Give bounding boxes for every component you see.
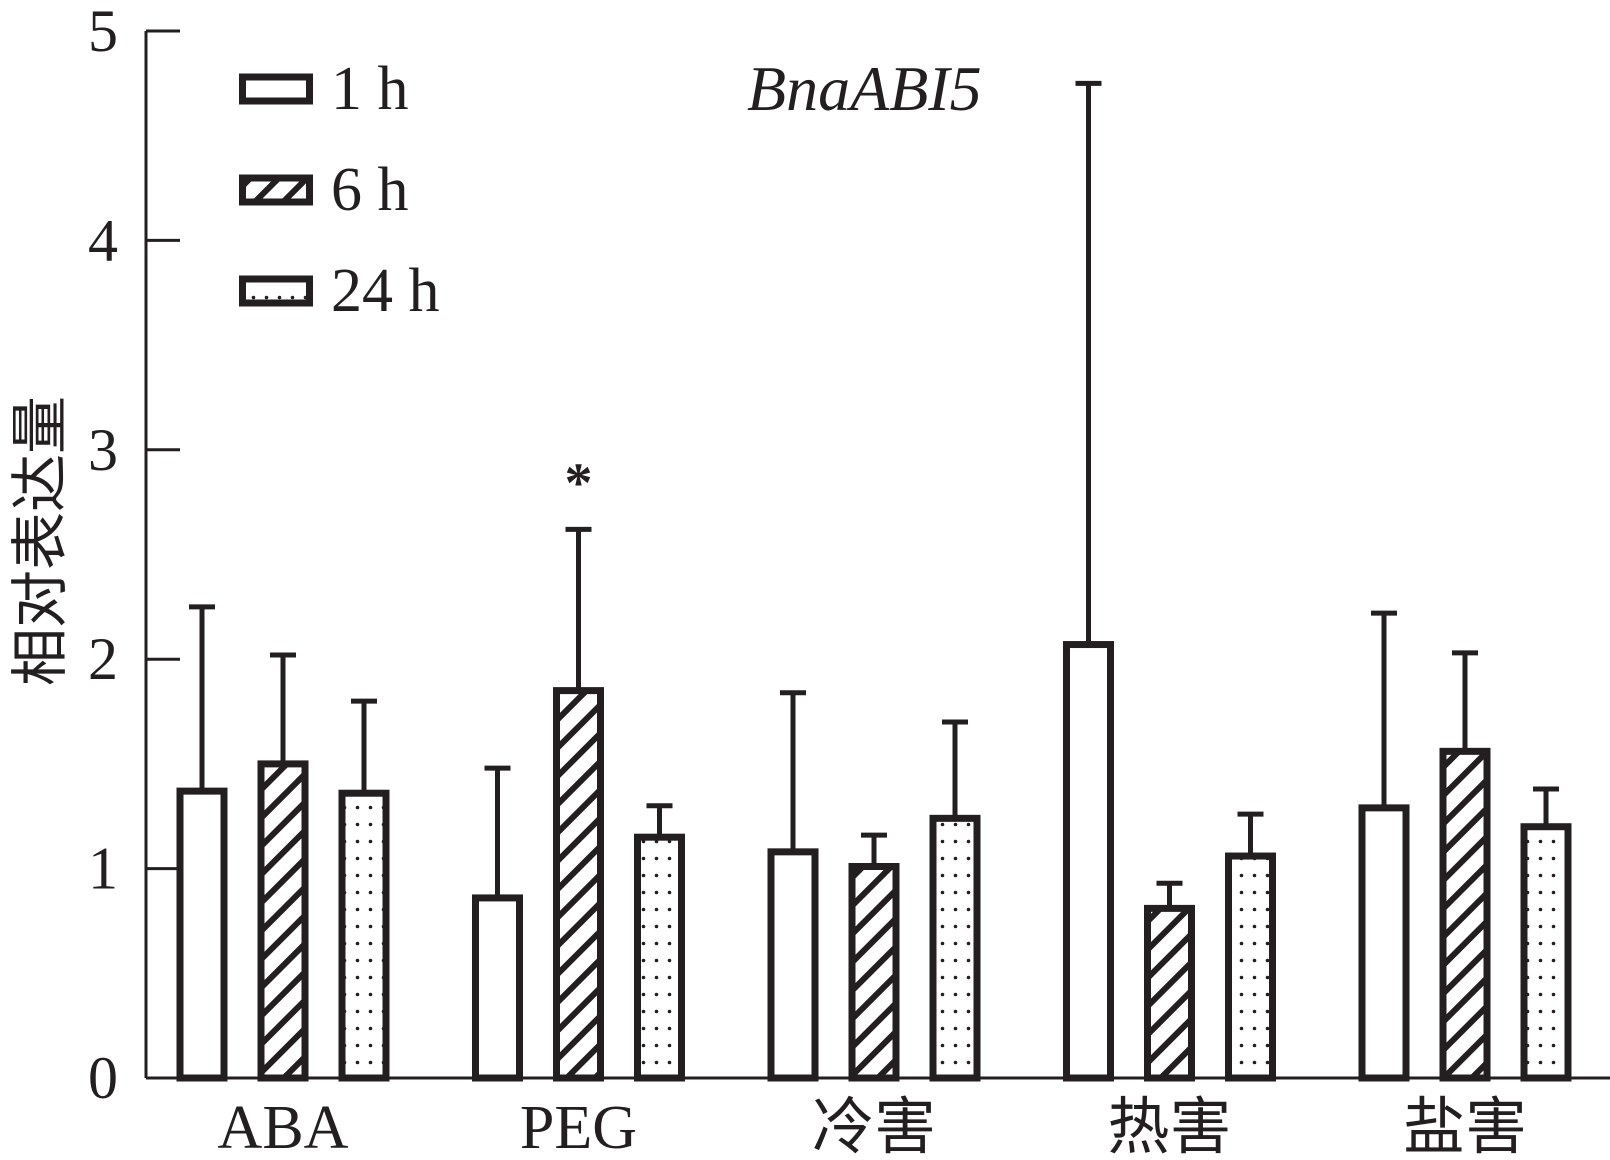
legend-swatch-1h bbox=[239, 73, 313, 105]
bar-category-3-1h bbox=[767, 848, 819, 1082]
legend-label-1h: 1 h bbox=[331, 55, 409, 123]
bar-category-4-6h bbox=[1144, 904, 1195, 1082]
legend-item-24h: 24 h bbox=[239, 257, 440, 325]
x-axis-labels: ABA PEG 冷害 热害 盐害 bbox=[218, 1094, 1527, 1160]
legend-label-6h: 6 h bbox=[331, 156, 409, 224]
legend-item-1h: 1 h bbox=[239, 55, 409, 123]
y-tick-label-0: 0 bbox=[88, 1045, 118, 1111]
bar-aba-1h bbox=[176, 787, 228, 1082]
legend-swatch-24h bbox=[239, 275, 313, 307]
chart-title: BnaABI5 bbox=[747, 53, 982, 124]
legend-label-24h: 24 h bbox=[331, 257, 440, 325]
bar-category-3-24h bbox=[929, 814, 981, 1082]
bar-category-4-1h bbox=[1063, 641, 1114, 1082]
annotations-layer: * bbox=[565, 452, 593, 514]
bar-category-4-24h bbox=[1225, 852, 1276, 1082]
legend-swatch-6h bbox=[239, 174, 313, 206]
y-tick-label-1: 1 bbox=[88, 836, 118, 902]
y-tick-label-4: 4 bbox=[88, 207, 118, 273]
x-tick-label-category-4: 热害 bbox=[1107, 1094, 1231, 1160]
legend: 1 h 6 h 24 h bbox=[239, 55, 440, 325]
bar-peg-1h bbox=[472, 894, 523, 1082]
y-axis-ticks: 0 1 2 3 4 5 bbox=[88, 0, 180, 1111]
y-tick-label-5: 5 bbox=[88, 0, 118, 64]
bar-aba-24h bbox=[338, 789, 390, 1082]
x-tick-label-peg: PEG bbox=[520, 1094, 637, 1160]
x-tick-label-category-3: 冷害 bbox=[812, 1094, 936, 1160]
x-tick-label-category-5: 盐害 bbox=[1403, 1094, 1527, 1160]
x-tick-label-aba: ABA bbox=[218, 1094, 349, 1160]
bar-aba-6h bbox=[257, 760, 309, 1082]
legend-item-6h: 6 h bbox=[239, 156, 409, 224]
bar-peg-6h bbox=[553, 687, 604, 1082]
bar-category-5-1h bbox=[1358, 804, 1410, 1082]
y-axis-label: 相对表达量 bbox=[8, 396, 73, 686]
error-bars-layer bbox=[189, 80, 1559, 909]
bar-category-5-6h bbox=[1439, 747, 1491, 1082]
y-tick-label-2: 2 bbox=[88, 626, 118, 692]
bar-peg-24h bbox=[634, 833, 685, 1082]
bar-category-3-6h bbox=[848, 863, 900, 1082]
significance-star: * bbox=[565, 452, 593, 514]
bar-category-5-24h bbox=[1520, 823, 1572, 1082]
y-tick-label-3: 3 bbox=[88, 417, 118, 483]
